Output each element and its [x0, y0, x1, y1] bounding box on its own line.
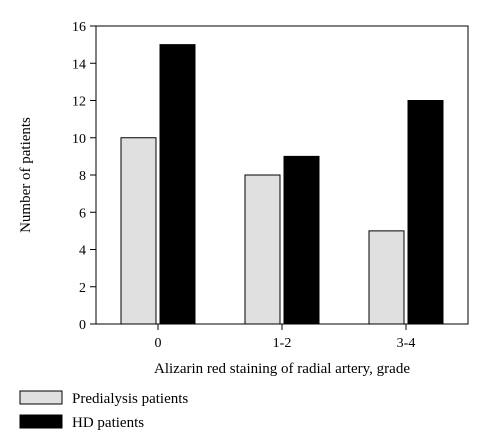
bar-predialysis-0	[120, 137, 157, 325]
x-tick-label: 3-4	[397, 336, 416, 351]
y-tick-label: 8	[79, 169, 86, 184]
y-tick-label: 12	[72, 95, 86, 110]
legend: Predialysis patients HD patients	[19, 390, 188, 431]
plot-area: 0 2 4 6 8 10 12 14 16 0 1-2 3-4	[72, 20, 469, 351]
legend-swatch-hd	[19, 414, 63, 429]
legend-label-hd: HD patients	[72, 415, 144, 431]
y-tick-label: 16	[72, 20, 86, 35]
bar-predialysis-1-2	[244, 174, 281, 325]
y-tick-label: 6	[79, 206, 86, 221]
x-tick-label: 0	[155, 336, 162, 351]
x-axis-title: Alizarin red staining of radial artery, …	[154, 361, 410, 377]
legend-label-predialysis: Predialysis patients	[72, 391, 188, 407]
bar-predialysis-3-4	[368, 230, 405, 325]
y-axis-title: Number of patients	[18, 117, 34, 233]
x-tick-label: 1-2	[273, 336, 292, 351]
bar-hd-0	[159, 44, 196, 325]
legend-swatch-predialysis	[19, 390, 63, 405]
bar-hd-3-4	[407, 100, 444, 325]
y-tick-label: 10	[72, 132, 86, 147]
y-tick-label: 14	[72, 57, 86, 72]
y-tick-label: 4	[79, 244, 86, 259]
x-axis: 0 1-2 3-4	[155, 324, 416, 351]
y-tick-label: 2	[79, 281, 86, 296]
y-tick-label: 0	[79, 318, 86, 333]
y-axis: 0 2 4 6 8 10 12 14 16	[72, 20, 96, 333]
bar-hd-1-2	[283, 155, 320, 325]
bars	[120, 44, 444, 325]
